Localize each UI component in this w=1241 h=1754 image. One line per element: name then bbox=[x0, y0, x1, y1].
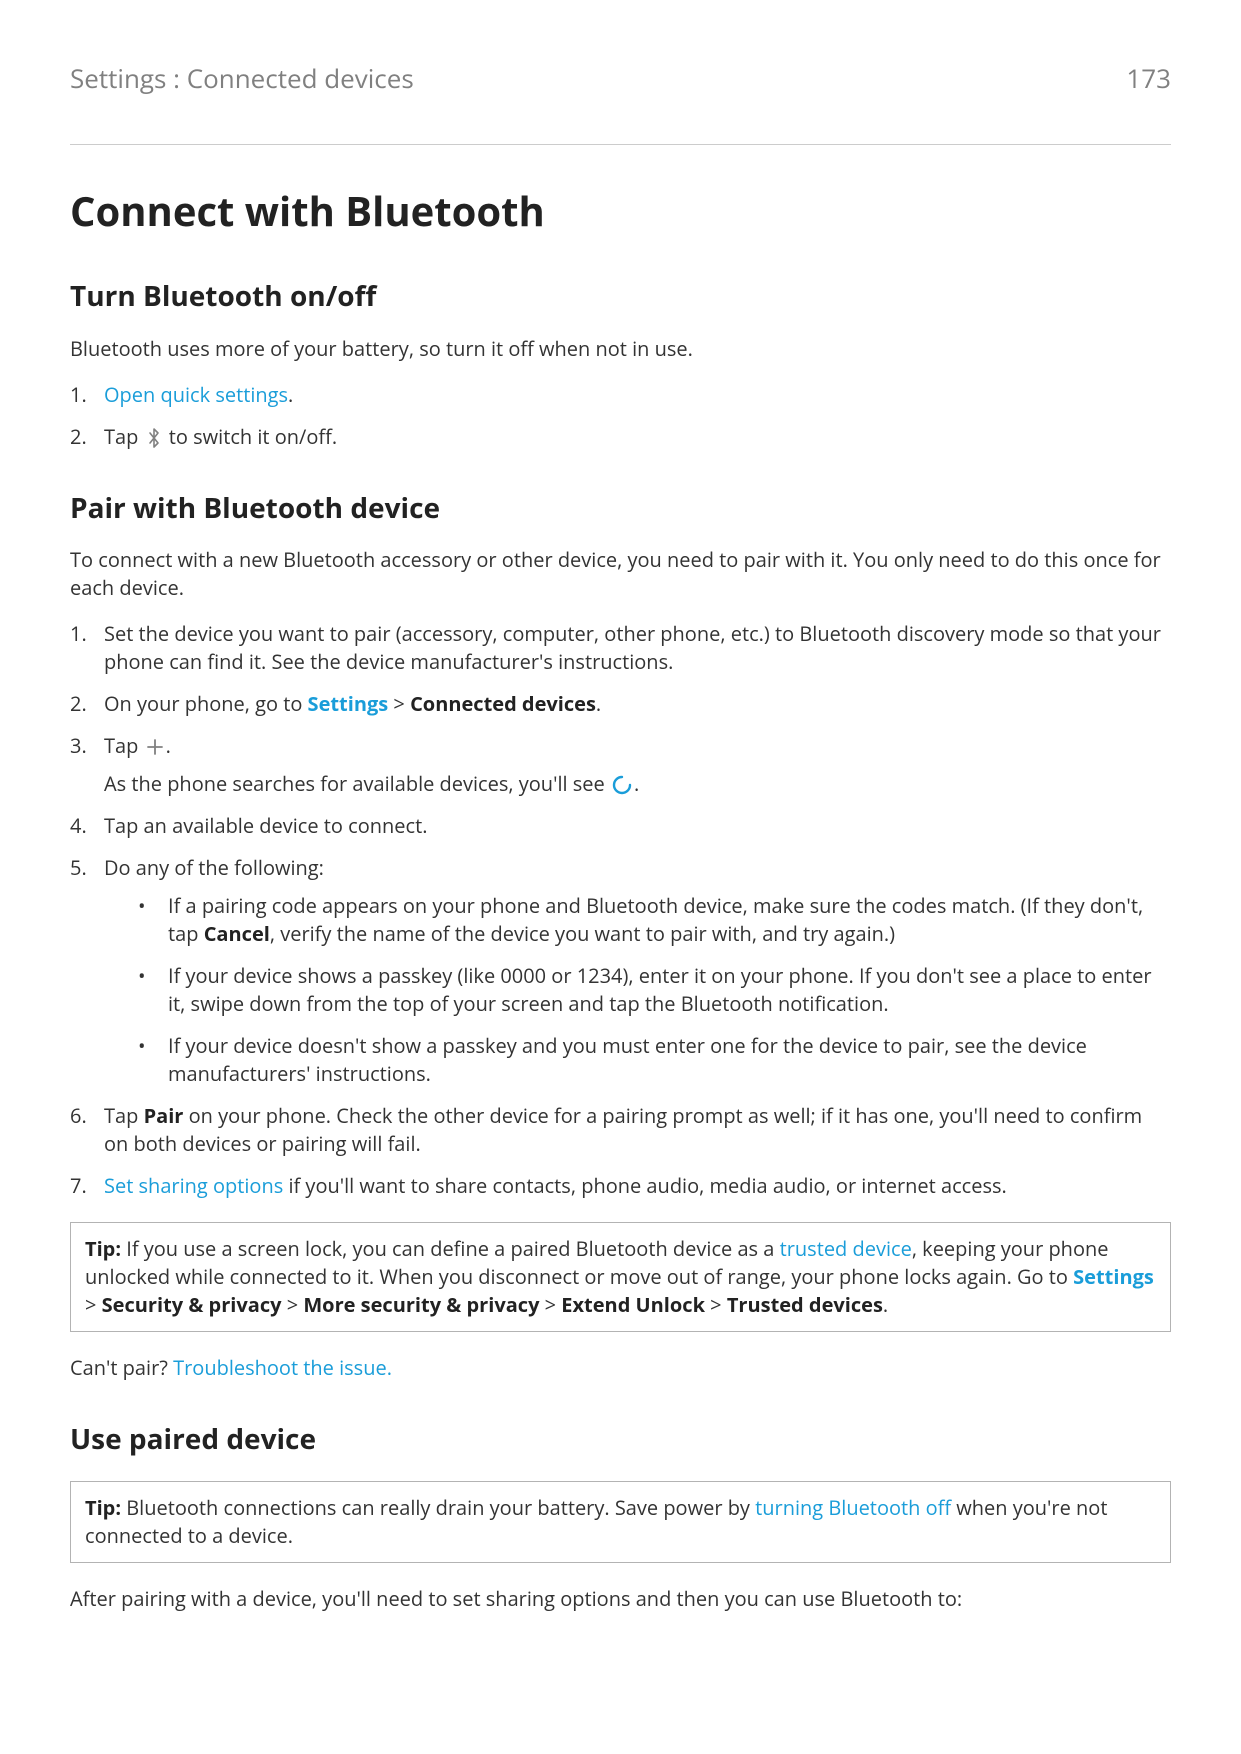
turn-on-steps: Open quick settings. Tap to switch it on… bbox=[70, 381, 1171, 451]
breadcrumb: Settings : Connected devices bbox=[70, 60, 414, 96]
section-heading-turn-on: Turn Bluetooth on/off bbox=[70, 277, 1171, 316]
tip-label: Tip: bbox=[85, 1235, 121, 1262]
text: > bbox=[85, 1291, 102, 1318]
text: . bbox=[166, 732, 171, 759]
nav-path: Security & privacy bbox=[102, 1291, 282, 1318]
pair-label: Pair bbox=[144, 1102, 184, 1129]
text: Tap bbox=[104, 423, 144, 450]
turn-on-intro: Bluetooth uses more of your battery, so … bbox=[70, 335, 1171, 363]
text: Do any of the following: bbox=[104, 854, 324, 881]
pair-intro: To connect with a new Bluetooth accessor… bbox=[70, 546, 1171, 602]
text: Tap bbox=[104, 1102, 144, 1129]
tip-label: Tip: bbox=[85, 1494, 121, 1521]
set-sharing-options-link[interactable]: Set sharing options bbox=[104, 1172, 283, 1199]
section-heading-pair: Pair with Bluetooth device bbox=[70, 489, 1171, 528]
bluetooth-icon bbox=[146, 427, 162, 449]
section-heading-use: Use paired device bbox=[70, 1420, 1171, 1459]
open-quick-settings-link[interactable]: Open quick settings bbox=[104, 381, 288, 408]
text: on your phone. Check the other device fo… bbox=[104, 1102, 1142, 1157]
text: > bbox=[705, 1291, 727, 1318]
nav-path: Trusted devices bbox=[727, 1291, 883, 1318]
text: . bbox=[634, 770, 639, 797]
text: Bluetooth connections can really drain y… bbox=[121, 1494, 755, 1521]
list-item: If a pairing code appears on your phone … bbox=[104, 892, 1171, 948]
cant-pair: Can't pair? Troubleshoot the issue. bbox=[70, 1354, 1171, 1382]
spinner-icon bbox=[612, 775, 632, 795]
list-item: Tap an available device to connect. bbox=[70, 812, 1171, 840]
text: > bbox=[388, 690, 410, 717]
text: . bbox=[288, 381, 293, 408]
text: If you use a screen lock, you can define… bbox=[121, 1235, 780, 1262]
text: , verify the name of the device you want… bbox=[270, 920, 895, 947]
plus-icon bbox=[146, 738, 164, 756]
nav-path: Extend Unlock bbox=[561, 1291, 705, 1318]
list-item: Open quick settings. bbox=[70, 381, 1171, 409]
pair-steps: Set the device you want to pair (accesso… bbox=[70, 620, 1171, 1200]
use-after: After pairing with a device, you'll need… bbox=[70, 1585, 1171, 1613]
text: As the phone searches for available devi… bbox=[104, 770, 610, 797]
list-item: Do any of the following: If a pairing co… bbox=[70, 854, 1171, 1088]
page-number: 173 bbox=[1126, 60, 1171, 96]
list-item: If your device doesn't show a passkey an… bbox=[104, 1032, 1171, 1088]
page-title: Connect with Bluetooth bbox=[70, 183, 1171, 239]
text: . bbox=[883, 1291, 888, 1318]
text: Can't pair? bbox=[70, 1354, 173, 1381]
list-item: If your device shows a passkey (like 000… bbox=[104, 962, 1171, 1018]
pair-sub-bullets: If a pairing code appears on your phone … bbox=[104, 892, 1171, 1088]
use-tip-box: Tip: Bluetooth connections can really dr… bbox=[70, 1481, 1171, 1563]
text: > bbox=[539, 1291, 561, 1318]
nav-path: More security & privacy bbox=[303, 1291, 539, 1318]
list-item: Tap . As the phone searches for availabl… bbox=[70, 732, 1171, 798]
text: On your phone, go to bbox=[104, 690, 308, 717]
header-rule bbox=[70, 144, 1171, 145]
connected-devices-label: Connected devices bbox=[410, 690, 596, 717]
pair-tip-box: Tip: If you use a screen lock, you can d… bbox=[70, 1222, 1171, 1332]
cancel-label: Cancel bbox=[204, 920, 270, 947]
page-root: Settings : Connected devices 173 Connect… bbox=[0, 0, 1241, 1691]
list-item: On your phone, go to Settings > Connecte… bbox=[70, 690, 1171, 718]
step3-sub: As the phone searches for available devi… bbox=[104, 770, 1171, 798]
settings-link[interactable]: Settings bbox=[1073, 1263, 1154, 1290]
settings-link[interactable]: Settings bbox=[308, 690, 389, 717]
page-header: Settings : Connected devices 173 bbox=[70, 60, 1171, 96]
turning-bluetooth-off-link[interactable]: turning Bluetooth off bbox=[755, 1494, 951, 1521]
text: Tap bbox=[104, 732, 144, 759]
text: . bbox=[596, 690, 601, 717]
text: to switch it on/off. bbox=[164, 423, 338, 450]
list-item: Tap Pair on your phone. Check the other … bbox=[70, 1102, 1171, 1158]
trusted-device-link[interactable]: trusted device bbox=[780, 1235, 912, 1262]
text: if you'll want to share contacts, phone … bbox=[283, 1172, 1007, 1199]
list-item: Tap to switch it on/off. bbox=[70, 423, 1171, 451]
troubleshoot-link[interactable]: Troubleshoot the issue. bbox=[173, 1354, 392, 1381]
list-item: Set sharing options if you'll want to sh… bbox=[70, 1172, 1171, 1200]
list-item: Set the device you want to pair (accesso… bbox=[70, 620, 1171, 676]
text: > bbox=[282, 1291, 304, 1318]
